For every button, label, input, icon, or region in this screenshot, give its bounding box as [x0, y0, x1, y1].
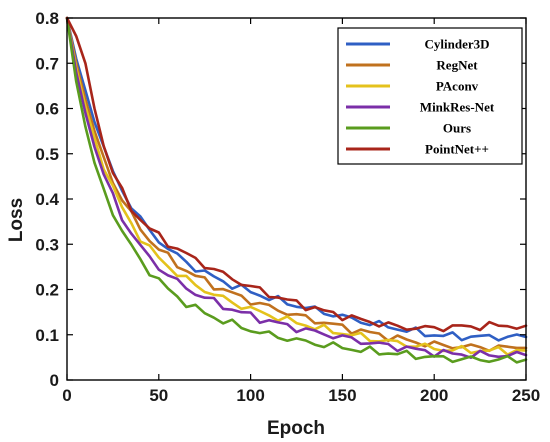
x-tick-label: 250 — [512, 386, 540, 405]
legend-label-paconv: PAconv — [436, 79, 479, 94]
y-tick-label: 0.3 — [35, 235, 59, 254]
y-tick-label: 0.2 — [35, 281, 59, 300]
x-tick-label: 0 — [62, 386, 71, 405]
legend-label-regnet: RegNet — [436, 58, 478, 73]
y-tick-label: 0.7 — [35, 54, 59, 73]
plot-area — [65, 16, 528, 364]
legend-label-pointnet: PointNet++ — [425, 142, 489, 157]
series-line-ours — [65, 16, 528, 364]
x-tick-label: 50 — [149, 386, 168, 405]
x-tick-label: 200 — [420, 386, 448, 405]
series-line-minkres-net — [65, 16, 528, 360]
x-axis-title: Epoch — [267, 418, 325, 439]
y-tick-label: 0 — [50, 371, 59, 390]
legend-label-minkres-net: MinkRes-Net — [420, 100, 495, 115]
y-tick-label: 0.8 — [35, 9, 59, 28]
axes: 0 50 100 150 200 250 0 0.1 0.2 0.3 0.4 0.5 0.6 0.7 0.8 — [35, 9, 540, 405]
series-line-pointnet — [65, 16, 528, 333]
y-tick-label: 0.4 — [35, 190, 59, 209]
series-line-regnet — [65, 16, 528, 353]
y-tick-label: 0.5 — [35, 145, 59, 164]
legend-box — [337, 27, 523, 165]
y-tick-label: 0.1 — [35, 326, 59, 345]
x-tick-label: 100 — [236, 386, 264, 405]
series-line-paconv — [65, 16, 528, 356]
legend-label-cylinder3d: Cylinder3D — [425, 37, 490, 52]
y-axis-title: Loss — [6, 198, 27, 242]
legend: Cylinder3D RegNet PAconv MinkRes-Net Ours Poi… — [337, 27, 523, 165]
y-tick-label: 0.6 — [35, 100, 59, 119]
series-line-cylinder3d — [65, 16, 528, 342]
legend-label-ours: Ours — [443, 121, 471, 136]
x-tick-label: 150 — [328, 386, 356, 405]
